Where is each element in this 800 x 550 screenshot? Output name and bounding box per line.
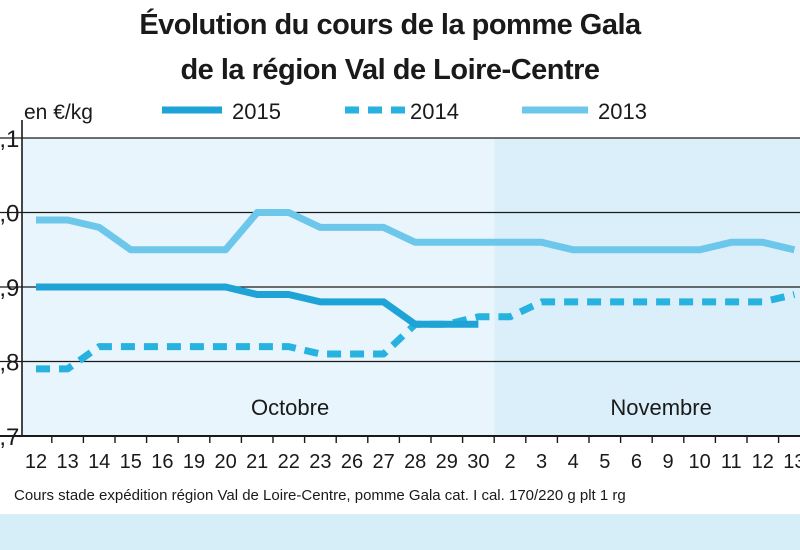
x-tick-label: 10 [688, 451, 710, 473]
x-tick-label: 14 [88, 451, 110, 473]
source-note: Cours stade expédition région Val de Loi… [14, 487, 626, 504]
y-tick-label: 0,9 [0, 275, 19, 302]
footer-band [0, 514, 800, 550]
chart-axes [0, 120, 800, 443]
x-tick-label: 11 [721, 451, 742, 473]
x-tick-label: 12 [25, 451, 47, 473]
legend-label-2013: 2013 [598, 99, 647, 124]
x-tick-label: 28 [404, 451, 426, 473]
chart-legend: en €/kg 2015 2014 2013 [24, 99, 647, 124]
x-tick-label: 9 [662, 451, 673, 473]
x-tick-label: 20 [214, 451, 236, 473]
legend-label-2014: 2014 [410, 99, 459, 124]
y-tick-label: 0,8 [0, 350, 19, 377]
x-tick-label: 2 [504, 451, 515, 473]
x-tick-label: 23 [309, 451, 331, 473]
legend-label-2015: 2015 [232, 99, 281, 124]
chart-svg: 1,11,00,90,80,71213141516192021222326272… [0, 99, 800, 473]
x-tick-label: 4 [568, 451, 579, 473]
y-tick-label: 0,7 [0, 424, 19, 451]
y-tick-label: 1,1 [0, 126, 19, 153]
x-tick-label: 3 [536, 451, 547, 473]
x-tick-label: 13 [783, 451, 800, 473]
x-tick-label: 13 [56, 451, 78, 473]
x-tick-label: 16 [151, 451, 173, 473]
chart-series [35, 209, 796, 373]
unit-label: en €/kg [24, 101, 93, 124]
x-tick-label: 22 [278, 451, 300, 473]
x-tick-label: 21 [246, 451, 268, 473]
chart-grid [0, 137, 800, 363]
x-tick-label: 12 [752, 451, 774, 473]
x-tick-label: 27 [372, 451, 394, 473]
month-label-novembre: Novembre [610, 395, 711, 420]
x-tick-label: 15 [120, 451, 142, 473]
x-tick-label: 6 [631, 451, 642, 473]
chart-labels: 1,11,00,90,80,71213141516192021222326272… [0, 126, 800, 473]
y-tick-label: 1,0 [0, 201, 19, 228]
x-tick-label: 29 [436, 451, 458, 473]
chart-title-line2: de la région Val de Loire-Centre [180, 54, 600, 86]
x-tick-label: 19 [183, 451, 205, 473]
x-tick-label: 30 [467, 451, 489, 473]
chart-title-line1: Évolution du cours de la pomme Gala [139, 9, 641, 41]
month-label-octobre: Octobre [251, 395, 329, 420]
x-tick-label: 5 [599, 451, 610, 473]
x-tick-label: 26 [341, 451, 363, 473]
